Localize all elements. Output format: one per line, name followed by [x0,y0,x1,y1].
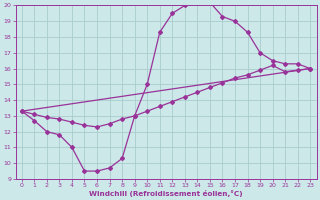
X-axis label: Windchill (Refroidissement éolien,°C): Windchill (Refroidissement éolien,°C) [89,190,243,197]
